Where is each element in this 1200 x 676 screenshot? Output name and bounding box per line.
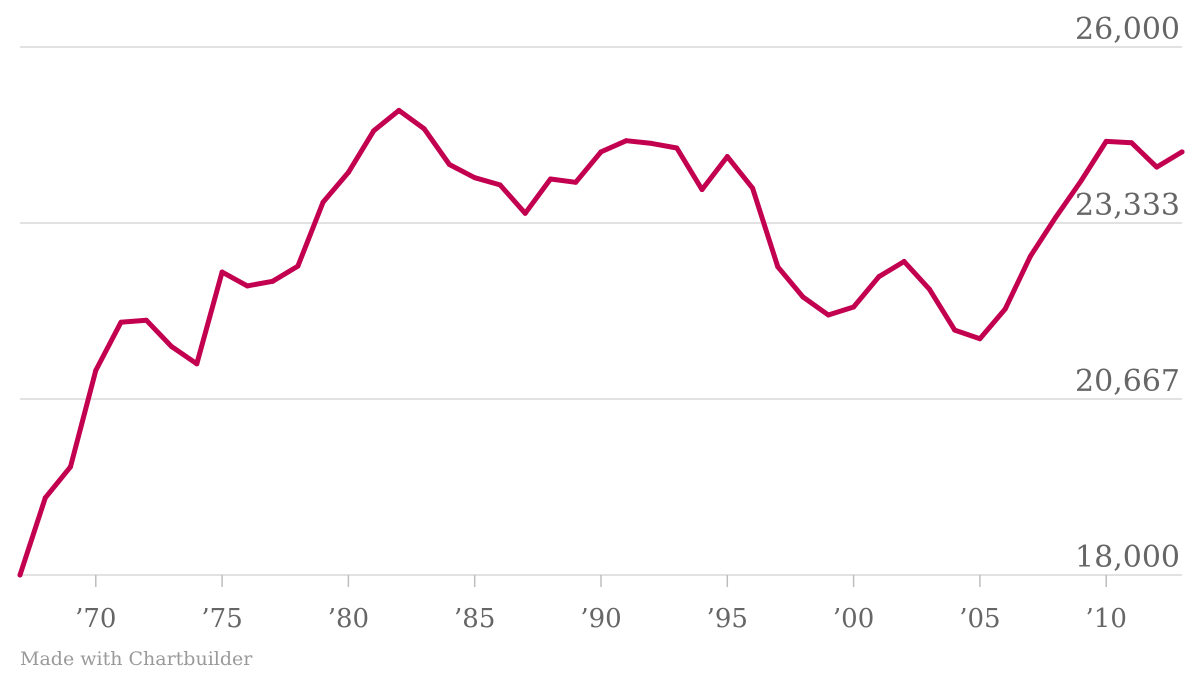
- data-point: [497, 182, 503, 188]
- data-point: [623, 138, 629, 144]
- data-point: [724, 154, 730, 160]
- data-point: [93, 367, 99, 373]
- data-point: [1103, 138, 1109, 144]
- data-point: [270, 278, 276, 284]
- data-point: [674, 145, 680, 151]
- data-point: [219, 269, 225, 275]
- data-point: [522, 210, 528, 216]
- data-point: [1053, 214, 1059, 220]
- data-point: [472, 175, 478, 181]
- data-point: [17, 572, 23, 578]
- x-tick-label: ’75: [201, 604, 242, 634]
- data-point: [699, 187, 705, 193]
- x-tick-label: ’10: [1086, 604, 1127, 634]
- data-point: [825, 312, 831, 318]
- data-point: [775, 264, 781, 270]
- data-point: [800, 294, 806, 300]
- data-point: [1154, 164, 1160, 170]
- data-point: [1078, 178, 1084, 184]
- data-point: [977, 336, 983, 342]
- data-point: [1128, 140, 1134, 146]
- gridlines: [20, 46, 1182, 576]
- data-point: [1027, 253, 1033, 259]
- data-point: [649, 140, 655, 146]
- x-tick-label: ’95: [707, 604, 748, 634]
- y-tick-label: 26,000: [1075, 12, 1180, 47]
- data-point: [750, 185, 756, 191]
- x-tick-label: ’85: [454, 604, 495, 634]
- y-tick-label: 18,000: [1075, 540, 1180, 575]
- x-tick-label: ’05: [959, 604, 1000, 634]
- data-point: [169, 344, 175, 350]
- data-point: [396, 107, 402, 113]
- y-tick-label: 23,333: [1075, 188, 1180, 223]
- x-tick-label: ’80: [328, 604, 369, 634]
- data-point: [1179, 149, 1185, 155]
- x-axis-labels: ’70 ’75 ’80 ’85 ’90 ’95 ’00 ’05 ’10: [75, 604, 1127, 634]
- data-point: [194, 361, 200, 367]
- data-point: [42, 495, 48, 501]
- x-tick-label: ’70: [75, 604, 116, 634]
- x-tick-label: ’90: [580, 604, 621, 634]
- data-point: [926, 286, 932, 292]
- chartbuilder-credit: Made with Chartbuilder: [20, 648, 253, 670]
- data-point: [446, 161, 452, 167]
- y-axis-labels: 26,000 23,333 20,667 18,000: [1075, 12, 1180, 575]
- series-layer: [17, 107, 1185, 578]
- data-point: [901, 259, 907, 264]
- data-point: [1002, 306, 1008, 312]
- data-point: [295, 263, 301, 269]
- data-point: [876, 274, 882, 280]
- data-point: [952, 327, 958, 333]
- data-point: [547, 176, 553, 182]
- data-point: [345, 169, 351, 175]
- x-tick-label: ’00: [833, 604, 874, 634]
- data-point: [68, 464, 74, 470]
- data-point: [851, 304, 857, 310]
- data-point: [598, 149, 604, 155]
- data-point: [573, 179, 579, 185]
- data-point: [421, 126, 427, 132]
- x-axis: [95, 575, 1107, 587]
- data-point: [371, 128, 377, 134]
- data-point: [244, 283, 250, 289]
- data-point: [320, 199, 326, 205]
- data-point: [143, 317, 149, 323]
- data-point: [118, 319, 124, 325]
- y-tick-label: 20,667: [1075, 364, 1180, 399]
- series-line: [17, 107, 1185, 578]
